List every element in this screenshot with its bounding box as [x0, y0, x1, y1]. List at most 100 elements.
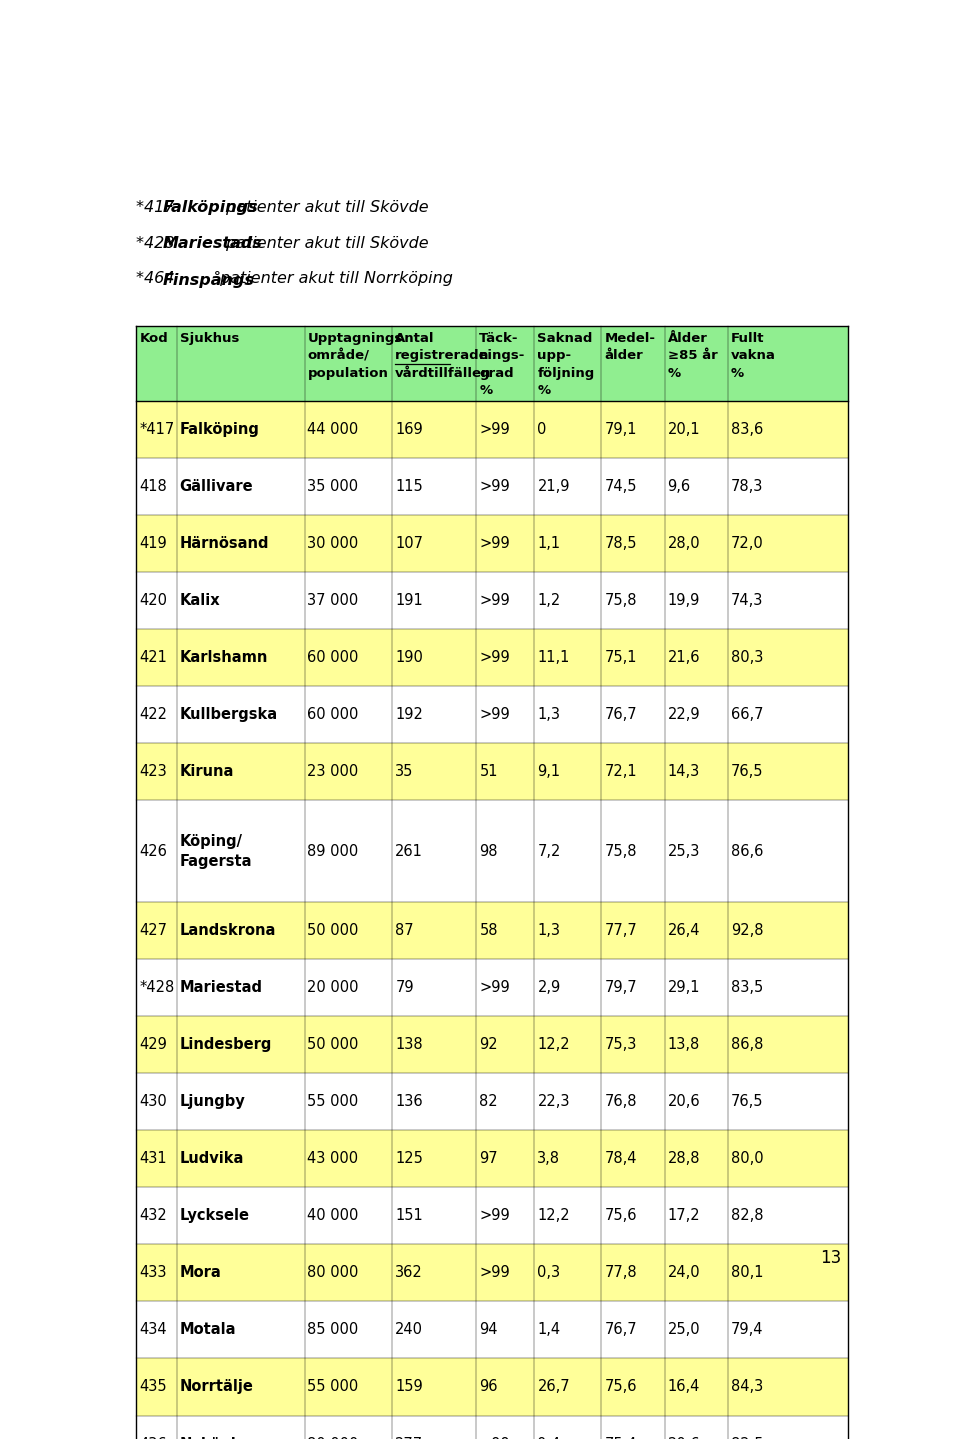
Text: 423: 423 — [139, 764, 167, 780]
Bar — [136, 686, 848, 744]
Text: 77,7: 77,7 — [605, 922, 637, 938]
Text: 419: 419 — [139, 537, 167, 551]
Text: %: % — [731, 367, 744, 380]
Text: 1,1: 1,1 — [538, 537, 561, 551]
Text: Norrtälje: Norrtälje — [180, 1380, 253, 1394]
Text: 79,1: 79,1 — [605, 422, 636, 437]
Text: >99: >99 — [479, 593, 510, 609]
Bar — [136, 1073, 848, 1130]
Text: 28,0: 28,0 — [667, 537, 700, 551]
Text: >99: >99 — [479, 1209, 510, 1223]
Text: 430: 430 — [139, 1094, 167, 1109]
Text: 362: 362 — [396, 1265, 423, 1281]
Text: 426: 426 — [139, 843, 167, 859]
Text: >99: >99 — [479, 422, 510, 437]
Text: *464: *464 — [136, 272, 180, 286]
Text: Kod: Kod — [139, 332, 168, 345]
Text: 0,4: 0,4 — [538, 1436, 561, 1439]
Text: 125: 125 — [396, 1151, 423, 1166]
Bar — [136, 1245, 848, 1301]
Text: 87: 87 — [396, 922, 414, 938]
Text: 74,5: 74,5 — [605, 479, 636, 494]
Text: 3,8: 3,8 — [538, 1151, 561, 1166]
Text: 92: 92 — [479, 1038, 498, 1052]
Text: >99: >99 — [479, 980, 510, 994]
Text: 420: 420 — [139, 593, 167, 609]
Bar — [136, 1130, 848, 1187]
Text: 86,6: 86,6 — [731, 843, 763, 859]
Text: 72,0: 72,0 — [731, 537, 763, 551]
Text: 115: 115 — [396, 479, 423, 494]
Text: 30 000: 30 000 — [307, 537, 359, 551]
Text: 151: 151 — [396, 1209, 423, 1223]
Text: 85 000: 85 000 — [307, 1322, 359, 1337]
Text: 94: 94 — [479, 1322, 498, 1337]
Text: vakna: vakna — [731, 350, 776, 363]
Text: 43 000: 43 000 — [307, 1151, 359, 1166]
Text: 435: 435 — [139, 1380, 167, 1394]
Text: 16,4: 16,4 — [667, 1380, 700, 1394]
Text: 13: 13 — [821, 1249, 842, 1268]
Text: Sjukhus: Sjukhus — [180, 332, 239, 345]
Text: 60 000: 60 000 — [307, 650, 359, 665]
Text: ≥85 år: ≥85 år — [667, 350, 717, 363]
Text: 50 000: 50 000 — [307, 922, 359, 938]
Text: *428: *428 — [139, 980, 175, 994]
Text: vårdtillfällen: vårdtillfällen — [396, 367, 492, 380]
Text: 83,6: 83,6 — [731, 422, 763, 437]
Text: 429: 429 — [139, 1038, 167, 1052]
Text: upp-: upp- — [538, 350, 571, 363]
Text: 1,3: 1,3 — [538, 922, 561, 938]
Text: 92,8: 92,8 — [731, 922, 763, 938]
Text: 40 000: 40 000 — [307, 1209, 359, 1223]
Text: 82: 82 — [479, 1094, 498, 1109]
Bar — [136, 800, 848, 902]
Text: 77,8: 77,8 — [605, 1265, 637, 1281]
Text: 22,9: 22,9 — [667, 708, 700, 722]
Text: 75,6: 75,6 — [605, 1380, 636, 1394]
Text: 0,3: 0,3 — [538, 1265, 561, 1281]
Text: 75,8: 75,8 — [605, 593, 636, 609]
Text: 72,1: 72,1 — [605, 764, 637, 780]
Text: 11,1: 11,1 — [538, 650, 569, 665]
Text: Fullt: Fullt — [731, 332, 764, 345]
Text: *417: *417 — [136, 200, 180, 216]
Text: 76,8: 76,8 — [605, 1094, 636, 1109]
Text: Mora: Mora — [180, 1265, 221, 1281]
Text: 20,6: 20,6 — [667, 1436, 700, 1439]
Text: Karlshamn: Karlshamn — [180, 650, 268, 665]
Text: 2,9: 2,9 — [538, 980, 561, 994]
Text: >99: >99 — [479, 537, 510, 551]
Text: Antal: Antal — [396, 332, 435, 345]
Text: %: % — [667, 367, 681, 380]
Text: 66,7: 66,7 — [731, 708, 763, 722]
Text: 75,8: 75,8 — [605, 843, 636, 859]
Text: 82,8: 82,8 — [731, 1209, 763, 1223]
Text: *428: *428 — [136, 236, 180, 250]
Text: 83,5: 83,5 — [731, 980, 763, 994]
Text: Fagersta: Fagersta — [180, 853, 252, 869]
Text: 80 000: 80 000 — [307, 1265, 359, 1281]
Text: Medel-: Medel- — [605, 332, 656, 345]
Text: 25,0: 25,0 — [667, 1322, 700, 1337]
Text: 37 000: 37 000 — [307, 593, 359, 609]
Text: 432: 432 — [139, 1209, 167, 1223]
Text: *417: *417 — [139, 422, 175, 437]
Text: 80,0: 80,0 — [731, 1151, 763, 1166]
Text: 76,5: 76,5 — [731, 764, 763, 780]
Text: 431: 431 — [139, 1151, 167, 1166]
Text: 74,3: 74,3 — [731, 593, 763, 609]
Text: Upptagnings: Upptagnings — [307, 332, 403, 345]
Text: 136: 136 — [396, 1094, 423, 1109]
Text: 26,4: 26,4 — [667, 922, 700, 938]
Text: 86,8: 86,8 — [731, 1038, 763, 1052]
Text: 97: 97 — [479, 1151, 498, 1166]
Text: 9,1: 9,1 — [538, 764, 561, 780]
Bar — [136, 325, 848, 401]
Text: 25,3: 25,3 — [667, 843, 700, 859]
Text: 75,6: 75,6 — [605, 1209, 636, 1223]
Text: >99: >99 — [479, 708, 510, 722]
Text: 79: 79 — [396, 980, 414, 994]
Text: 60 000: 60 000 — [307, 708, 359, 722]
Text: %: % — [538, 384, 550, 397]
